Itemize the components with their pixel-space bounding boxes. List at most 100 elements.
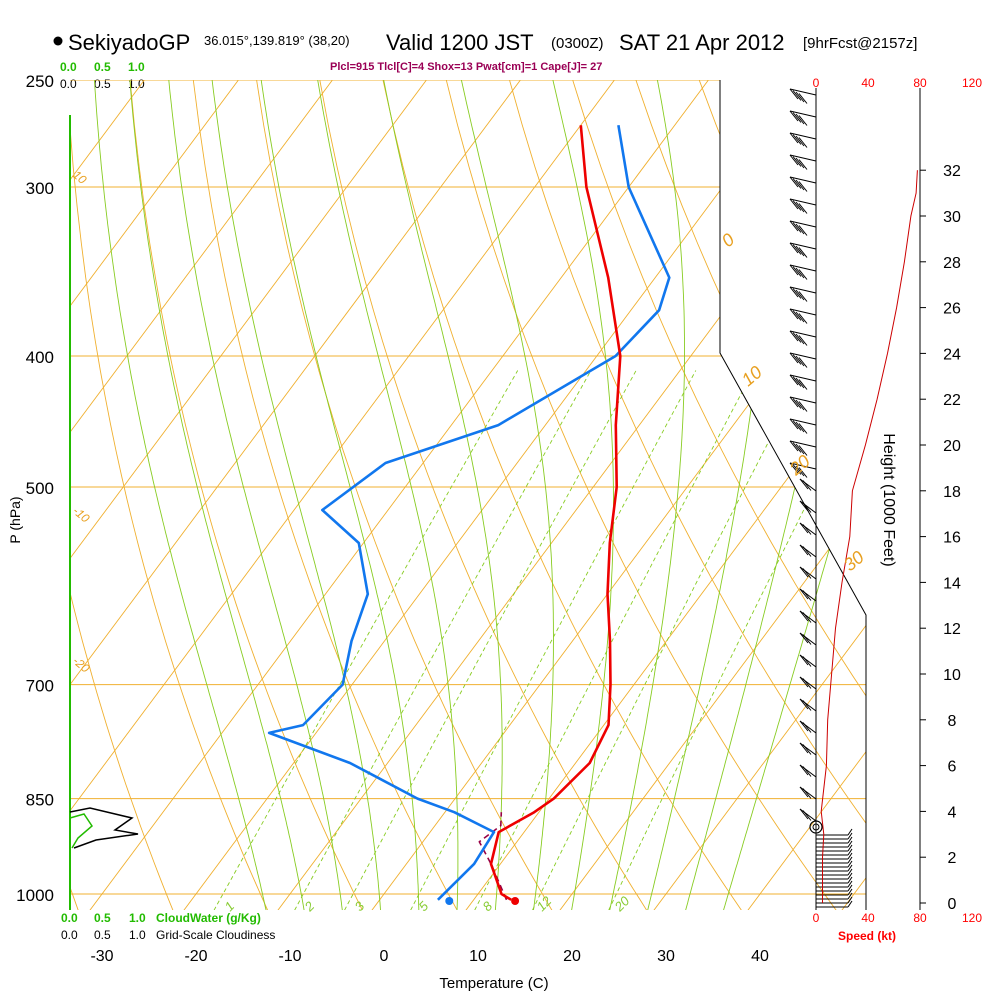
x-axis-label: Temperature (C) [439, 975, 548, 992]
station-coords: 36.015°,139.819° (38,20) [204, 33, 350, 48]
wind-barb [816, 884, 853, 892]
plot-frame-right [719, 80, 867, 910]
mixing-ratio-label: 20 [611, 893, 633, 915]
isotherm-label: 10 [738, 362, 766, 390]
dry-adiabat [70, 80, 274, 910]
wind-barb [816, 840, 853, 848]
temperature-tick-label: -20 [184, 948, 207, 965]
wind-barb [789, 198, 817, 214]
pressure-tick-label: 1000 [16, 886, 54, 905]
wind-barb [799, 742, 817, 756]
wind-barb [789, 132, 817, 148]
wind-barb [816, 888, 853, 896]
height-tick-label: 30 [943, 209, 961, 226]
isotherm-line [70, 80, 633, 910]
scale-tick: 0.0 [61, 911, 78, 925]
valid-date: SAT 21 Apr 2012 [619, 30, 785, 55]
mixing-ratio-line [602, 370, 866, 910]
dry-adiabat [382, 80, 751, 910]
pressure-tick-label: 300 [26, 179, 54, 198]
mixing-ratio-line [403, 370, 697, 910]
station-name: SekiyadoGP [68, 30, 190, 55]
calm-wind-inner-icon [812, 823, 820, 831]
wind-barb [816, 832, 853, 840]
wind-barb [789, 352, 817, 368]
speed-tick-label: 0 [813, 911, 820, 925]
bottom-cloudiness-scale: 0.0 0.5 1.0 Grid-Scale Cloudiness [61, 928, 275, 942]
isotherm-line [70, 80, 257, 910]
temperature-tick-label: 10 [469, 948, 487, 965]
height-tick-label: 12 [943, 621, 961, 638]
height-tick-label: 4 [948, 804, 957, 821]
isotherm-label: -10 [70, 504, 93, 526]
pressure-tick-label: 250 [26, 72, 54, 91]
wind-barb [789, 462, 817, 478]
wind-barb [816, 880, 853, 888]
moist-adiabat [313, 80, 459, 910]
dry-adiabat [319, 80, 656, 910]
wind-barb [799, 588, 817, 602]
wind-barb [789, 176, 817, 192]
thermo-background [70, 80, 1000, 923]
temperature-tick-label: -30 [90, 948, 113, 965]
height-tick-label: 26 [943, 301, 961, 318]
y-axis-label: P (hPa) [7, 496, 23, 543]
speed-axis-label: Speed (kt) [838, 929, 896, 943]
height-tick-label: 8 [948, 713, 957, 730]
dry-adiabat [635, 80, 866, 910]
temperature-tick-label: 30 [657, 948, 675, 965]
wind-barb [816, 900, 853, 908]
top-cloudwater-scale: 0.0 0.5 1.0 [60, 60, 145, 74]
speed-tick-label: 80 [913, 911, 927, 925]
dry-adiabat [192, 80, 465, 910]
mixing-ratio-line [287, 370, 592, 910]
wind-barb [799, 764, 817, 778]
temperature-axis: -30 -20 -10 0 10 20 30 40 [90, 948, 769, 965]
mixing-ratio-label: 3 [352, 898, 368, 914]
pressure-tick-label: 500 [26, 479, 54, 498]
height-tick-label: 28 [943, 255, 961, 272]
speed-tick-label: 80 [913, 76, 927, 90]
wind-barb [789, 308, 817, 324]
isotherm-line [70, 80, 539, 910]
wind-barb [799, 478, 817, 492]
wind-barb [789, 264, 817, 280]
cloudiness-profile [69, 807, 139, 849]
isotherm-line [70, 80, 351, 910]
mixing-ratio-label: 2 [301, 898, 318, 915]
isotherm-label: -20 [70, 654, 93, 676]
speed-tick-label: 120 [962, 911, 982, 925]
wind-barb [799, 566, 817, 580]
height-tick-label: 16 [943, 530, 961, 547]
dry-adiabat [952, 80, 1000, 923]
dry-adiabat [256, 80, 560, 910]
mixing-ratio-line [337, 370, 637, 910]
temperature-tick-label: 20 [563, 948, 581, 965]
wind-barb [799, 544, 817, 558]
mixing-ratio-line [525, 370, 806, 910]
scale-tick: 0.0 [60, 77, 77, 91]
wind-barb [799, 522, 817, 536]
speed-tick-label: 40 [861, 76, 875, 90]
wind-barb [816, 836, 853, 844]
dry-adiabat [445, 80, 846, 910]
wind-barb [799, 698, 817, 712]
moist-adiabat [681, 80, 866, 910]
valid-zulu: (0300Z) [551, 35, 604, 52]
height-tick-label: 20 [943, 438, 961, 455]
calm-wind-icon [809, 820, 823, 834]
surface-temperature-dot [511, 897, 520, 906]
moist-adiabat [166, 80, 345, 910]
wind-barb [816, 852, 853, 860]
wind-barb [799, 676, 817, 690]
pressure-tick-label: 850 [26, 791, 54, 810]
wind-barb [789, 418, 817, 434]
temperature-tick-label: -10 [278, 948, 301, 965]
pressure-tick-label: 400 [26, 348, 54, 367]
wind-barb [799, 786, 817, 800]
height-tick-label: 0 [948, 896, 957, 913]
speed-tick-label: 120 [962, 76, 982, 90]
dry-adiabat [129, 80, 370, 910]
scale-tick: 0.0 [61, 928, 78, 942]
